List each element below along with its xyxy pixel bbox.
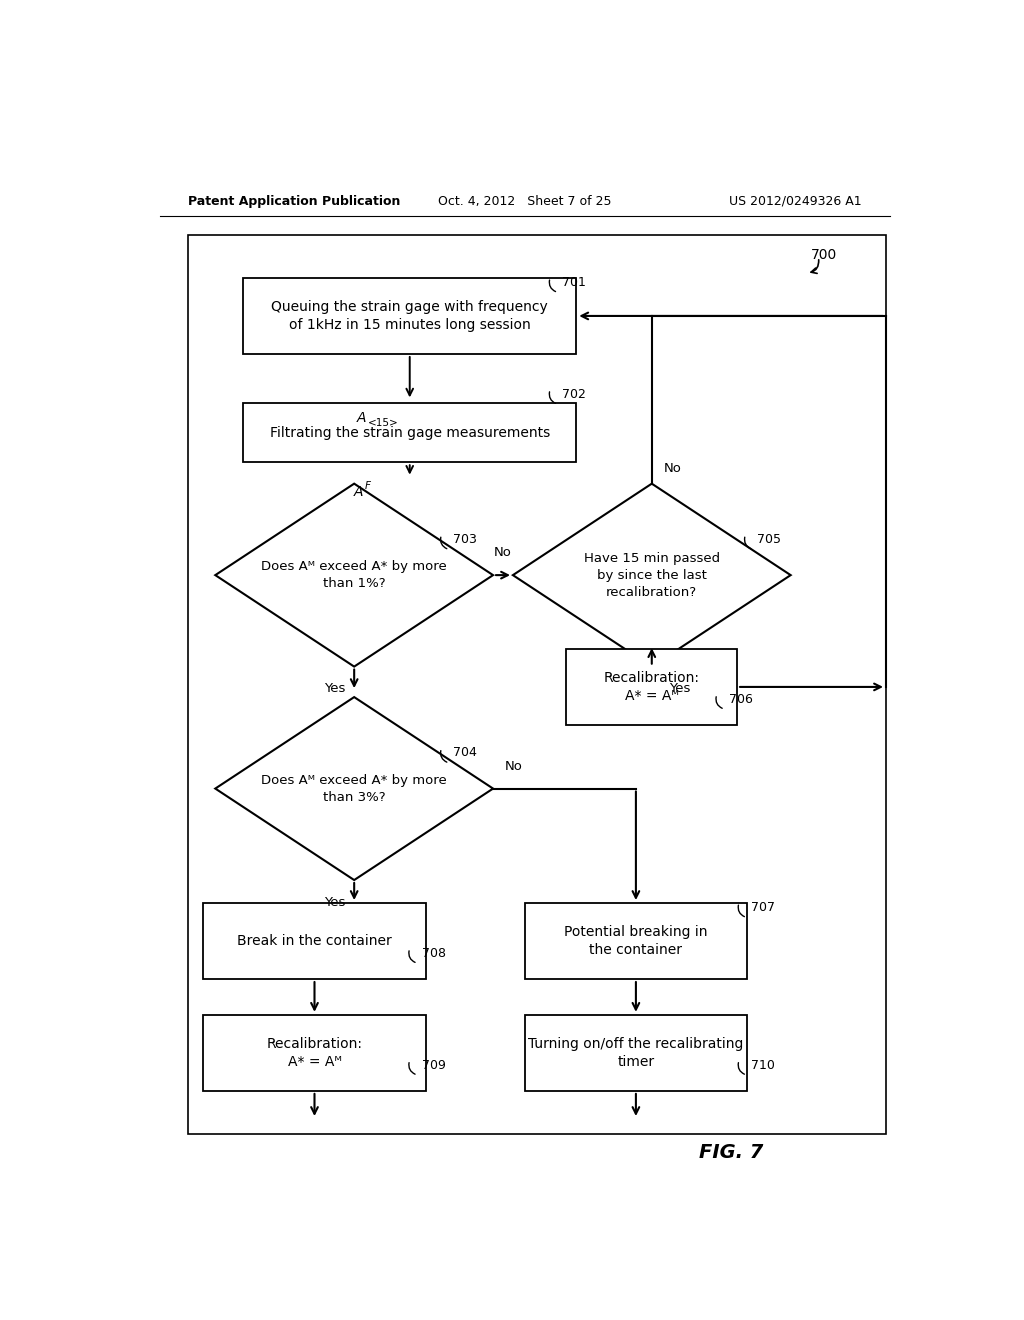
Text: Have 15 min passed
by since the last
recalibration?: Have 15 min passed by since the last rec… (584, 552, 720, 599)
Text: Yes: Yes (324, 896, 345, 909)
FancyBboxPatch shape (524, 1015, 748, 1090)
Text: 700: 700 (811, 248, 837, 261)
Text: US 2012/0249326 A1: US 2012/0249326 A1 (729, 194, 862, 207)
Text: A: A (354, 484, 364, 499)
FancyBboxPatch shape (243, 404, 577, 462)
Text: 701: 701 (562, 276, 586, 289)
Text: A: A (356, 411, 366, 425)
Text: <15>: <15> (368, 417, 398, 428)
FancyBboxPatch shape (566, 649, 737, 725)
FancyBboxPatch shape (243, 277, 577, 354)
Text: 705: 705 (758, 533, 781, 546)
Text: 706: 706 (729, 693, 753, 706)
Text: No: No (505, 760, 523, 772)
Text: Break in the container: Break in the container (238, 935, 392, 948)
Text: No: No (664, 462, 682, 475)
Text: 708: 708 (422, 946, 445, 960)
Text: Recalibration:
A* = Aᴹ: Recalibration: A* = Aᴹ (604, 671, 699, 704)
FancyBboxPatch shape (204, 1015, 426, 1090)
Polygon shape (215, 483, 494, 667)
Text: Yes: Yes (670, 682, 690, 696)
FancyBboxPatch shape (204, 903, 426, 979)
Text: Yes: Yes (324, 682, 345, 696)
Polygon shape (215, 697, 494, 880)
Text: 703: 703 (454, 533, 477, 546)
Text: 710: 710 (751, 1059, 775, 1072)
Text: 707: 707 (751, 902, 775, 913)
Text: Turning on/off the recalibrating
timer: Turning on/off the recalibrating timer (528, 1036, 743, 1069)
Text: Oct. 4, 2012   Sheet 7 of 25: Oct. 4, 2012 Sheet 7 of 25 (438, 194, 611, 207)
FancyBboxPatch shape (524, 903, 748, 979)
Text: Filtrating the strain gage measurements: Filtrating the strain gage measurements (269, 426, 550, 440)
Text: 702: 702 (562, 388, 586, 401)
Text: 704: 704 (454, 747, 477, 759)
Text: Does Aᴹ exceed A* by more
than 1%?: Does Aᴹ exceed A* by more than 1%? (261, 560, 447, 590)
Text: Potential breaking in
the container: Potential breaking in the container (564, 925, 708, 957)
Text: Queuing the strain gage with frequency
of 1kHz in 15 minutes long session: Queuing the strain gage with frequency o… (271, 300, 548, 333)
Text: F: F (365, 480, 371, 491)
Text: Does Aᴹ exceed A* by more
than 3%?: Does Aᴹ exceed A* by more than 3%? (261, 774, 447, 804)
Text: No: No (494, 546, 512, 560)
Text: Recalibration:
A* = Aᴹ: Recalibration: A* = Aᴹ (266, 1036, 362, 1069)
Polygon shape (513, 483, 791, 667)
Text: FIG. 7: FIG. 7 (699, 1143, 763, 1162)
Text: Patent Application Publication: Patent Application Publication (187, 194, 400, 207)
Text: 709: 709 (422, 1059, 445, 1072)
